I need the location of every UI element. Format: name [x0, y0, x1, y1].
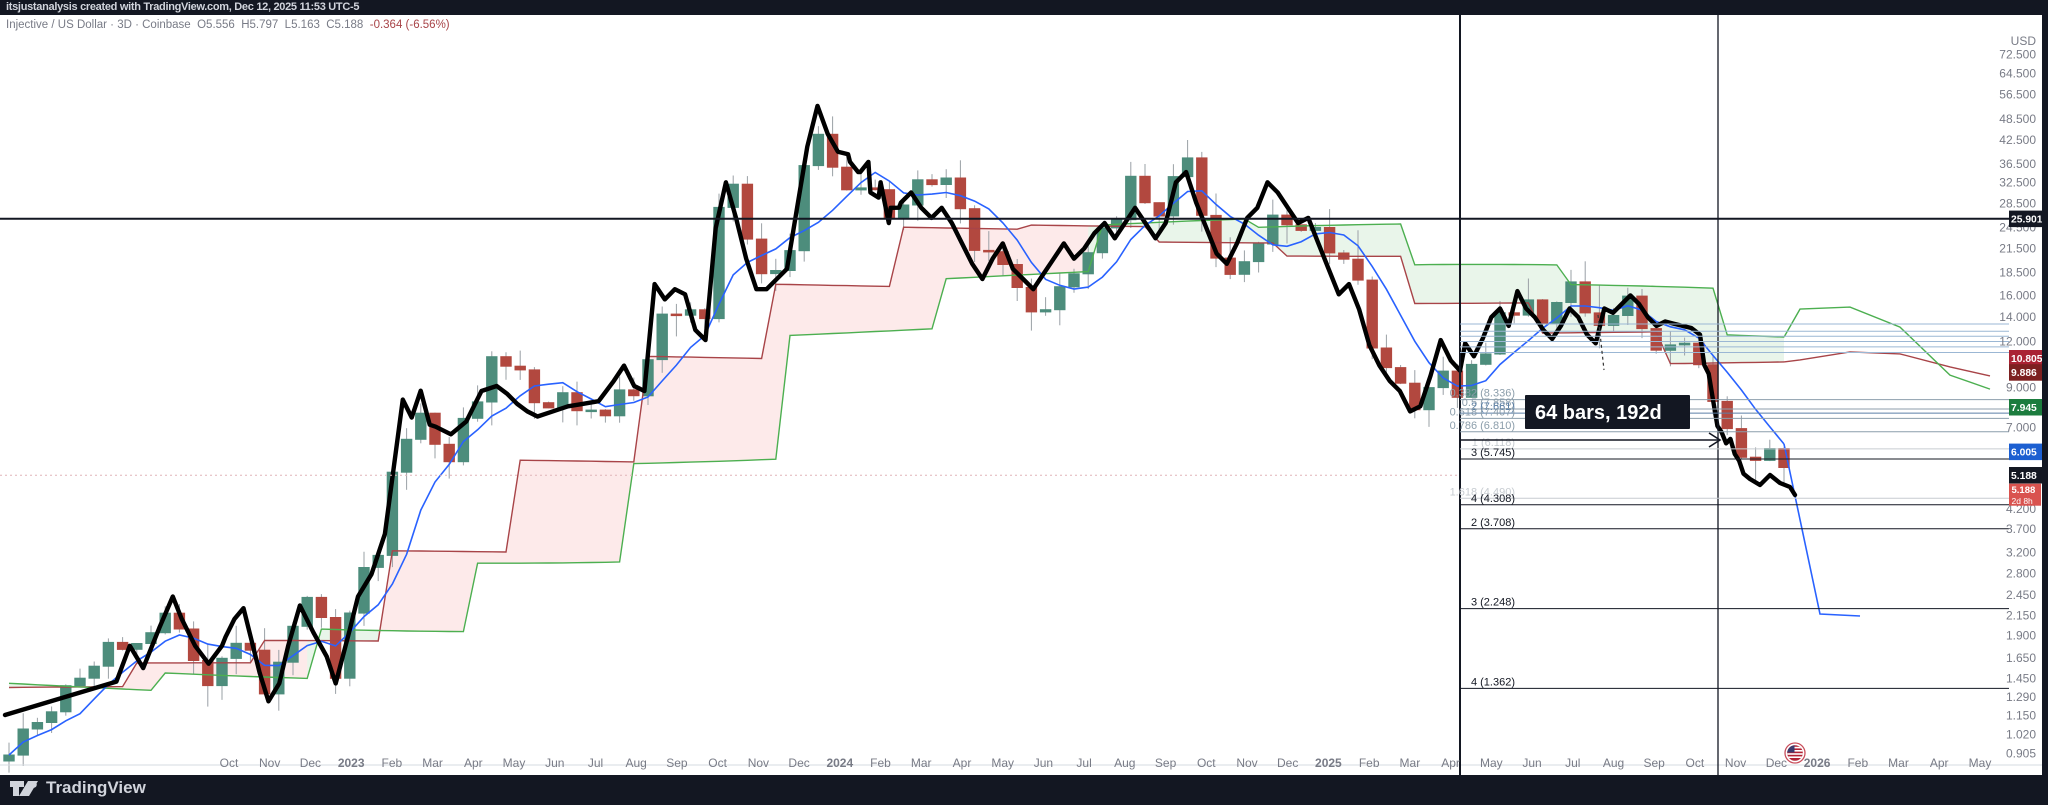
- svg-text:64.500: 64.500: [1999, 66, 2036, 80]
- svg-text:4 (1.362): 4 (1.362): [1471, 676, 1515, 688]
- svg-text:64 bars, 192d: 64 bars, 192d: [1535, 402, 1662, 424]
- svg-text:5.188: 5.188: [2011, 471, 2037, 482]
- svg-text:1.290: 1.290: [2006, 690, 2036, 704]
- svg-text:2d 8h: 2d 8h: [2012, 496, 2034, 506]
- svg-text:9.000: 9.000: [2006, 380, 2036, 394]
- svg-text:21.500: 21.500: [1999, 242, 2036, 256]
- svg-text:3 (2.248): 3 (2.248): [1471, 597, 1515, 609]
- svg-text:28.500: 28.500: [1999, 197, 2036, 211]
- svg-text:1.450: 1.450: [2006, 672, 2036, 686]
- svg-text:0.786 (6.810): 0.786 (6.810): [1450, 420, 1515, 432]
- svg-text:1.650: 1.650: [2006, 651, 2036, 665]
- svg-text:1.020: 1.020: [2006, 728, 2036, 742]
- svg-text:0.618 (7.407): 0.618 (7.407): [1450, 406, 1515, 418]
- svg-text:2.450: 2.450: [2006, 588, 2036, 602]
- svg-text:USD: USD: [2011, 34, 2037, 48]
- svg-text:14.000: 14.000: [1999, 310, 2036, 324]
- svg-text:5.188: 5.188: [2012, 485, 2036, 496]
- svg-text:3.200: 3.200: [2006, 545, 2036, 559]
- svg-text:48.500: 48.500: [1999, 112, 2036, 126]
- svg-text:56.500: 56.500: [1999, 88, 2036, 102]
- svg-text:1.900: 1.900: [2006, 628, 2036, 642]
- svg-text:16.000: 16.000: [1999, 289, 2036, 303]
- svg-text:2.800: 2.800: [2006, 567, 2036, 581]
- svg-text:42.500: 42.500: [1999, 133, 2036, 147]
- svg-text:9.886: 9.886: [2011, 368, 2037, 379]
- svg-text:7.000: 7.000: [2006, 421, 2036, 435]
- svg-text:2.150: 2.150: [2006, 609, 2036, 623]
- svg-text:6.005: 6.005: [2011, 448, 2037, 459]
- svg-text:25.901: 25.901: [2011, 215, 2043, 226]
- svg-text:3.700: 3.700: [2006, 522, 2036, 536]
- svg-text:7.945: 7.945: [2011, 403, 2037, 414]
- svg-text:32.500: 32.500: [1999, 176, 2036, 190]
- svg-text:2 (3.708): 2 (3.708): [1471, 517, 1515, 529]
- svg-text:72.500: 72.500: [1999, 48, 2036, 62]
- svg-text:4 (4.308): 4 (4.308): [1471, 493, 1515, 505]
- svg-text:0.905: 0.905: [2006, 747, 2036, 761]
- svg-text:18.500: 18.500: [1999, 266, 2036, 280]
- svg-text:10.805: 10.805: [2011, 354, 2043, 365]
- svg-text:36.500: 36.500: [1999, 157, 2036, 171]
- svg-text:1.150: 1.150: [2006, 708, 2036, 722]
- svg-text:12.000: 12.000: [1999, 335, 2036, 349]
- svg-text:3 (5.745): 3 (5.745): [1471, 447, 1515, 459]
